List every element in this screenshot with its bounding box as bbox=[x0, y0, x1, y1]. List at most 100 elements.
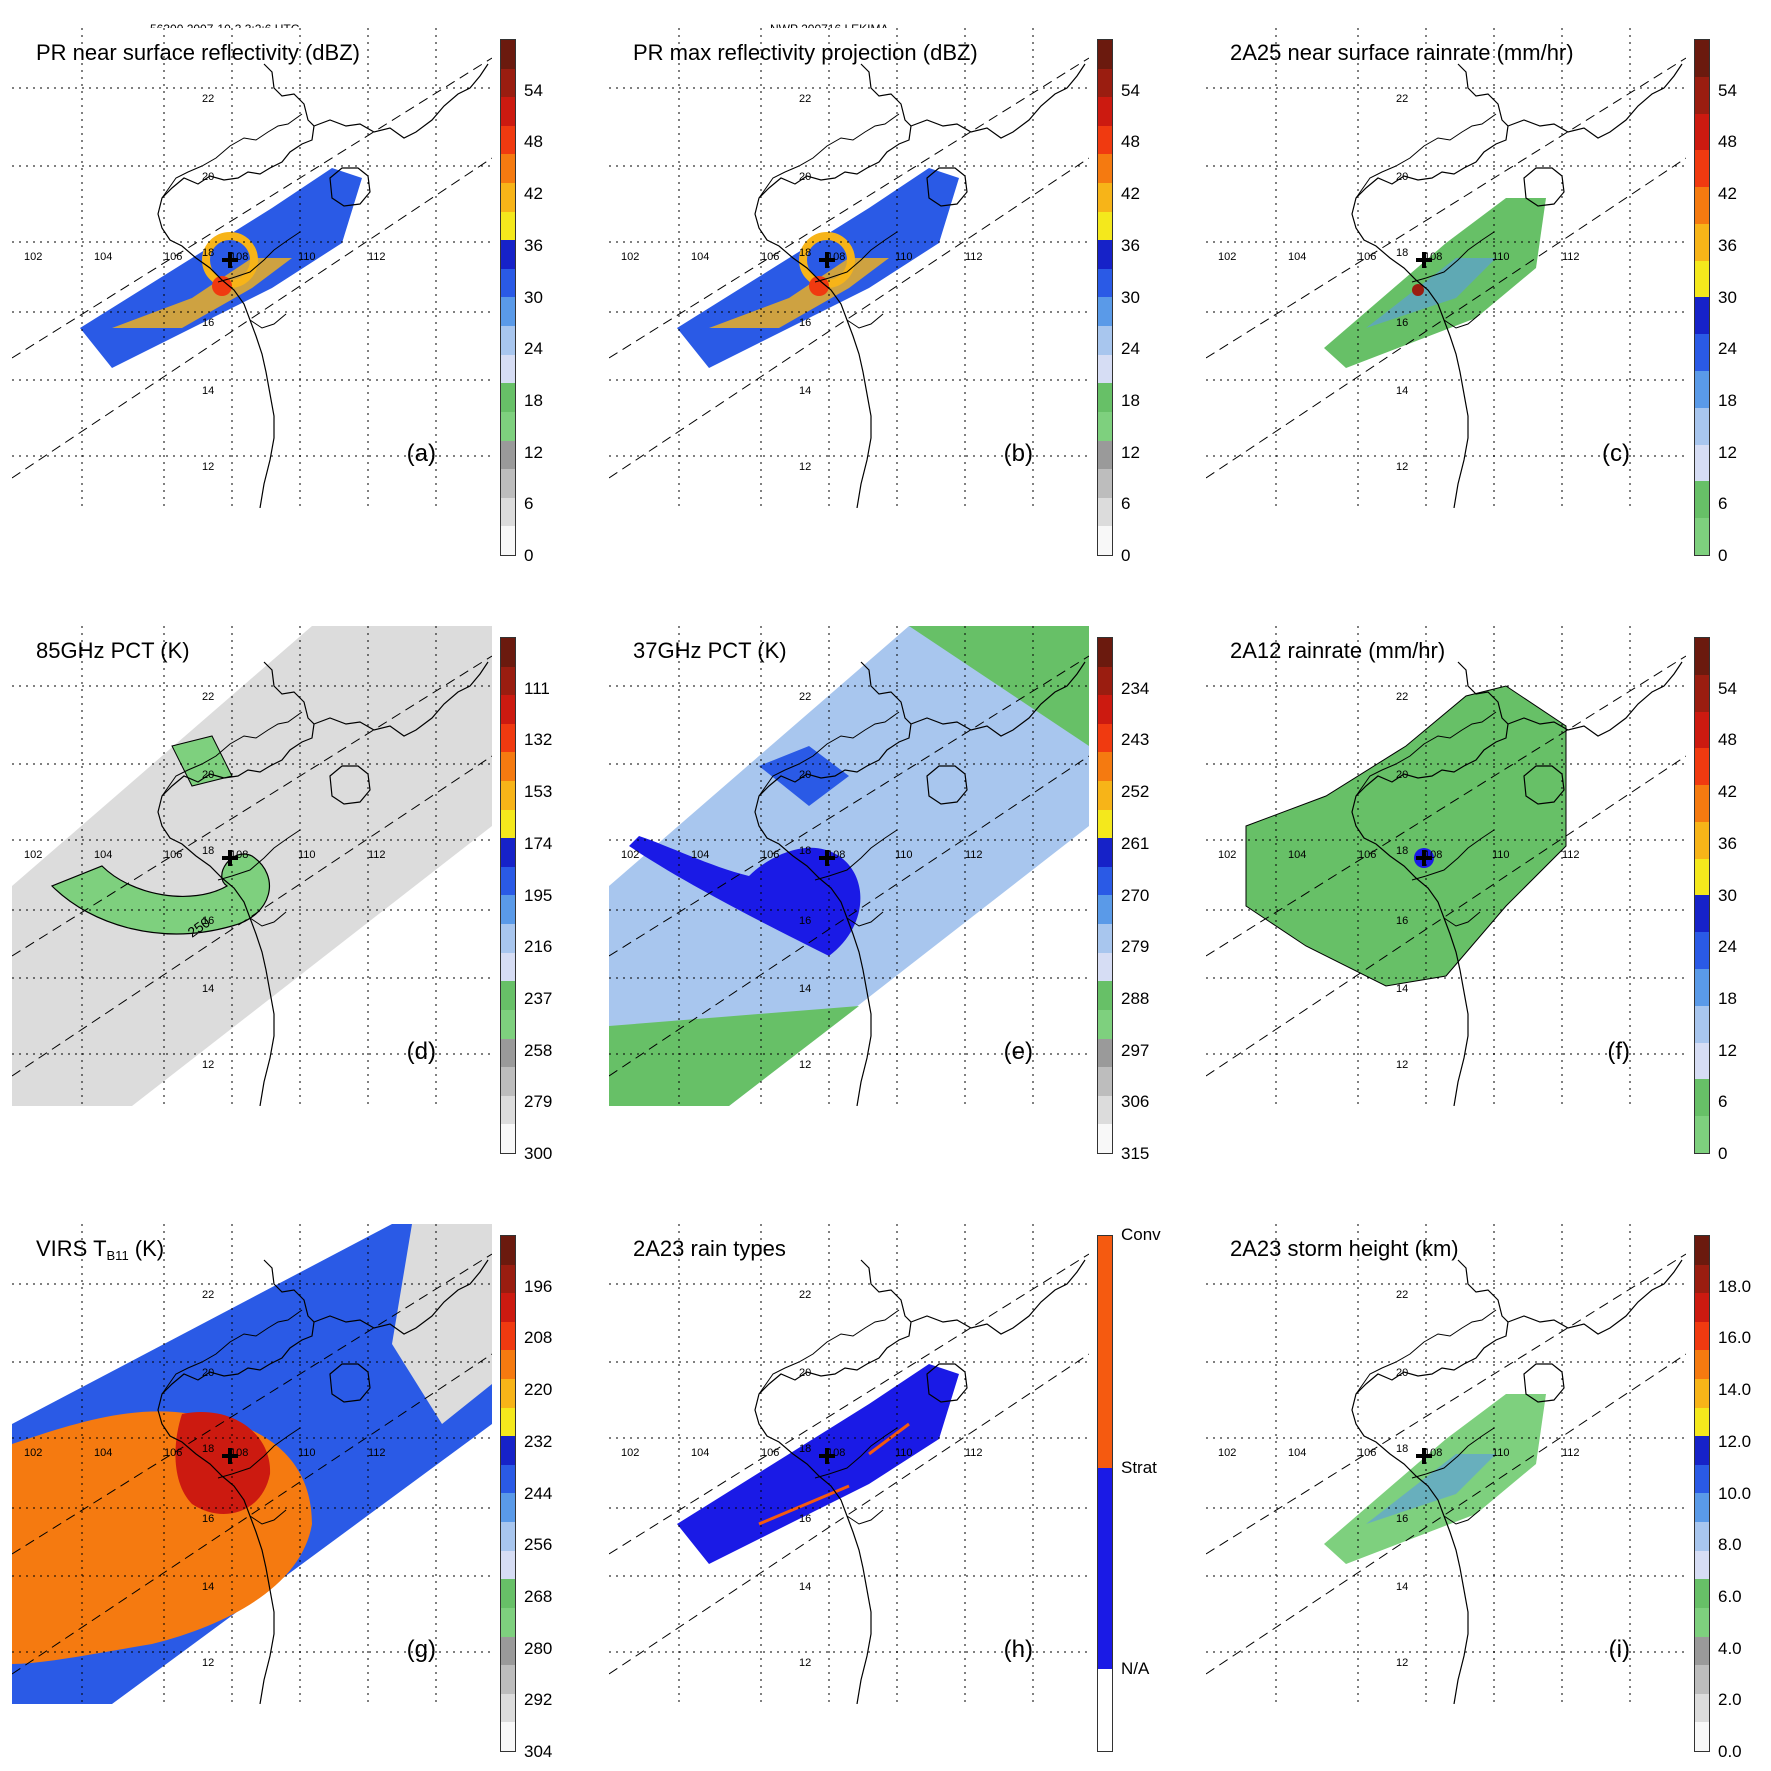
colorbar-tick-label: 24 bbox=[524, 339, 543, 359]
core-cell bbox=[809, 276, 829, 296]
land-warm-area bbox=[609, 1006, 859, 1106]
swath-edge-north bbox=[1206, 655, 1686, 957]
colorbar-tick-label: 306 bbox=[1121, 1092, 1150, 1112]
lat-label: 16 bbox=[799, 317, 811, 329]
lon-label: 108 bbox=[230, 849, 248, 861]
lat-label: 22 bbox=[1396, 691, 1408, 703]
swath-edge-south bbox=[609, 755, 1089, 1077]
lon-label: 110 bbox=[298, 1447, 316, 1459]
colorbar-segment bbox=[1098, 183, 1112, 212]
colorbar-tick-label: 12.0 bbox=[1718, 1431, 1752, 1451]
colorbar-segment bbox=[501, 1236, 515, 1265]
colorbar-segment bbox=[1695, 1264, 1709, 1294]
storm-center-marker bbox=[819, 252, 835, 268]
lon-label: 102 bbox=[1218, 1447, 1236, 1459]
colorbar-tick-label: 42 bbox=[1121, 184, 1140, 204]
rain-area-field bbox=[1245, 685, 1567, 987]
storm-center-marker bbox=[1416, 1448, 1432, 1464]
map-area: 22 20 18 16 14 12 102 104 106 108 110 112 bbox=[609, 1224, 1089, 1704]
colorbar-segment bbox=[501, 752, 515, 782]
lat-label: 16 bbox=[799, 1513, 811, 1525]
colorbar-tick-label: 42 bbox=[524, 184, 543, 204]
colorbar-segment bbox=[1695, 1236, 1709, 1265]
swath-edge-south bbox=[609, 1353, 1089, 1675]
rain-swath-field bbox=[677, 168, 959, 368]
panel-title: 2A25 near surface rainrate (mm/hr) bbox=[1230, 40, 1574, 66]
lon-label: 104 bbox=[94, 849, 112, 861]
coastline bbox=[1351, 1259, 1683, 1704]
pr-near-surface-reflectivity-panel: 22 20 18 16 14 12 102 104 106 108 110 112 PR near su… bbox=[0, 0, 543, 565]
colorbar-segment bbox=[1695, 1407, 1709, 1437]
colorbar-segment bbox=[501, 183, 515, 212]
colorbar-tick-label: Strat bbox=[1121, 1457, 1157, 1477]
lat-label: 12 bbox=[799, 1657, 811, 1669]
lat-label: 22 bbox=[202, 93, 214, 105]
colorbar-segment bbox=[1695, 1042, 1709, 1080]
lat-label: 18 bbox=[799, 1443, 811, 1455]
lon-label: 110 bbox=[1492, 251, 1510, 263]
colorbar-tick-label: 304 bbox=[524, 1742, 553, 1761]
lon-label: 112 bbox=[1562, 251, 1580, 263]
colorbar-tick-label: 6 bbox=[1718, 494, 1728, 514]
colorbar-segment bbox=[501, 154, 515, 184]
panel-title-units: (K) bbox=[128, 1236, 165, 1261]
colorbar-segment bbox=[1098, 40, 1112, 69]
colorbar-segment bbox=[1695, 1636, 1709, 1666]
colorbar-segment bbox=[501, 1550, 515, 1580]
lat-label: 18 bbox=[1396, 845, 1408, 857]
panel-title: VIRS TB11 (K) bbox=[36, 1236, 164, 1263]
lat-label: 18 bbox=[799, 845, 811, 857]
colorbar-tick-label: 12 bbox=[1121, 442, 1140, 462]
colorbar-tick-label: 268 bbox=[524, 1586, 553, 1606]
rain-core-field bbox=[1366, 1454, 1496, 1524]
rain-swath-field bbox=[677, 1364, 959, 1564]
colorbar-segment bbox=[501, 781, 515, 810]
swath-edge-south bbox=[1206, 157, 1686, 479]
lon-label: 104 bbox=[94, 1447, 112, 1459]
lat-label: 16 bbox=[202, 915, 214, 927]
panel-title-text: VIRS T bbox=[36, 1236, 107, 1261]
colorbar bbox=[1097, 39, 1113, 556]
colorbar-tick-label: 12 bbox=[524, 442, 543, 462]
colorbar-tick-label: 30 bbox=[1718, 885, 1737, 905]
colorbar-segment bbox=[501, 1264, 515, 1294]
colorbar-segment bbox=[1098, 240, 1112, 269]
lon-label: 102 bbox=[24, 849, 42, 861]
colorbar-tick-label: 252 bbox=[1121, 782, 1150, 802]
colorbar-segment bbox=[501, 1665, 515, 1694]
lat-label: 12 bbox=[1396, 461, 1408, 473]
lat-label: 16 bbox=[1396, 1513, 1408, 1525]
colorbar-ticks: 54 48 42 36 30 24 18 12 6 0 bbox=[524, 39, 584, 565]
colorbar-segment bbox=[1098, 1095, 1112, 1125]
colorbar bbox=[500, 637, 516, 1154]
lon-label: 104 bbox=[691, 849, 709, 861]
coastline bbox=[754, 661, 1086, 1106]
colorbar-tick-label: 244 bbox=[524, 1483, 553, 1503]
colorbar-segment bbox=[1098, 1668, 1112, 1751]
colorbar-segment bbox=[1695, 932, 1709, 970]
colorbar-segment bbox=[1695, 785, 1709, 822]
colorbar-tick-label: 292 bbox=[524, 1690, 553, 1710]
colorbar-tick-label: 18.0 bbox=[1718, 1276, 1752, 1296]
rainrate-2a12-panel: 22 20 18 16 14 12 102 104 106 108 110 112 2A12 rainr… bbox=[1194, 598, 1737, 1163]
hainan-island bbox=[926, 167, 968, 207]
panel-title-text: 85GHz PCT (K) bbox=[36, 638, 190, 663]
colorbar-tick-label: 0 bbox=[1718, 546, 1728, 565]
colorbar-tick-label: 24 bbox=[1718, 937, 1737, 957]
map-area: 22 20 18 16 14 12 102 104 106 108 110 112 bbox=[1206, 1224, 1686, 1704]
lon-label: 106 bbox=[164, 251, 182, 263]
lat-label: 18 bbox=[799, 247, 811, 259]
colorbar-segment bbox=[1098, 440, 1112, 470]
colorbar-tick-label: 30 bbox=[1121, 287, 1140, 307]
colorbar-tick-label: 10.0 bbox=[1718, 1483, 1752, 1503]
lat-label: 12 bbox=[1396, 1657, 1408, 1669]
lat-label: 12 bbox=[1396, 1059, 1408, 1071]
colorbar-segment bbox=[501, 469, 515, 498]
colorbar-segment bbox=[1695, 223, 1709, 261]
lat-label: 16 bbox=[202, 1513, 214, 1525]
country-border bbox=[161, 1309, 303, 1525]
colorbar-segment bbox=[1098, 838, 1112, 867]
colorbar-segment bbox=[1098, 354, 1112, 384]
colorbar-tick-label: 2.0 bbox=[1718, 1690, 1742, 1710]
colorbar-segment bbox=[1098, 1009, 1112, 1039]
